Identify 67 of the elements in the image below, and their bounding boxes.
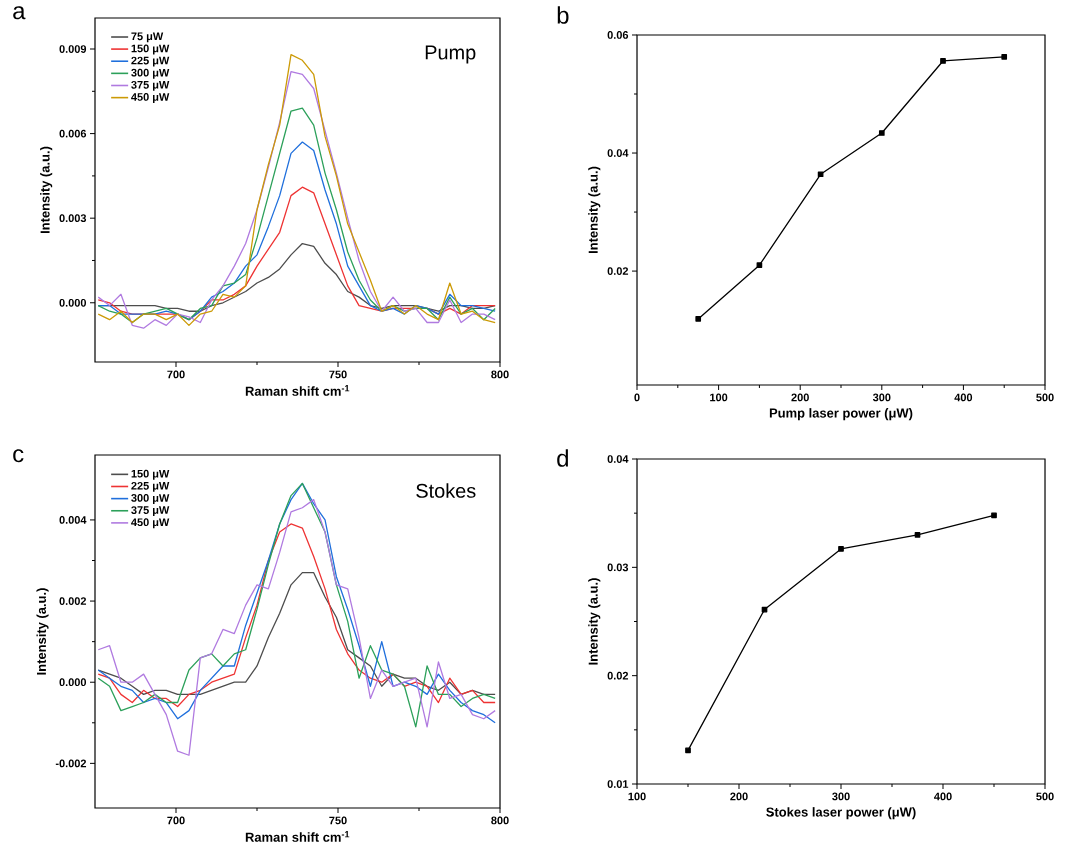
legend-label: 300 μW	[131, 68, 170, 79]
point	[756, 262, 763, 269]
y-tick-label: 0.04	[607, 455, 629, 463]
x-tick-label: 800	[491, 816, 509, 825]
x-axis-title: Pump laser power (μW)	[769, 408, 913, 421]
y-tick-label: 0.000	[59, 678, 87, 687]
x-tick-label: 300	[832, 792, 850, 801]
x-tick-label: 700	[167, 816, 185, 825]
y-tick-label: 0.02	[607, 671, 629, 680]
legend-label: 225 μW	[131, 56, 170, 67]
chart-title: d	[557, 449, 568, 467]
chart-title: c	[13, 449, 24, 463]
annotation: Stokes	[416, 483, 476, 498]
x-tick-label: 200	[791, 393, 809, 402]
y-tick-label: 0.000	[59, 298, 87, 307]
legend-label: 375 μW	[131, 506, 170, 517]
x-tick-label: 400	[954, 393, 973, 402]
y-axis-title: Intensity (a.u.)	[40, 146, 53, 234]
point	[991, 512, 997, 519]
legend-label: 450 μW	[131, 518, 170, 529]
x-tick-label: 800	[491, 370, 509, 379]
point	[685, 747, 691, 754]
y-tick-label: 0.006	[59, 129, 87, 138]
x-tick-label: 700	[167, 370, 185, 379]
x-tick-label: 0	[634, 393, 640, 402]
x-tick-label: 750	[329, 370, 347, 379]
y-tick-label: 0.009	[59, 45, 87, 53]
legend-label: 300 μW	[131, 494, 170, 504]
x-tick-label: 750	[329, 816, 347, 825]
y-tick-label: 0.002	[59, 597, 87, 605]
x-tick-label: 100	[710, 393, 728, 402]
x-axis-title: Stokes laser power (μW)	[766, 807, 916, 820]
y-tick-label: 0.06	[607, 31, 629, 39]
legend-label: 375 μW	[131, 80, 170, 91]
legend-label: 450 μW	[131, 93, 170, 103]
y-axis-title: Intensity (a.u.)	[588, 578, 601, 665]
annotation: Pump	[425, 45, 476, 64]
point	[914, 531, 921, 538]
x-tick-label: 100	[628, 792, 646, 801]
point	[695, 316, 702, 322]
point	[817, 171, 824, 178]
y-tick-label: 0.02	[607, 267, 629, 275]
x-tick-label: 300	[872, 393, 891, 402]
y-axis-title: Intensity (a.u.)	[36, 588, 49, 675]
y-axis-title: Intensity (a.u.)	[588, 166, 601, 254]
chart-title: a	[13, 6, 26, 20]
legend-label: 150 μW	[131, 469, 170, 480]
y-tick-label: 0.01	[607, 780, 629, 788]
chart-title: b	[557, 6, 569, 24]
legend-label: 225 μW	[131, 481, 170, 492]
x-tick-label: 500	[1036, 792, 1054, 801]
y-tick-label: 0.004	[59, 516, 87, 524]
x-tick-label: 400	[934, 792, 952, 801]
x-axis-title: Raman shift cm$^{-1}$	[245, 385, 350, 396]
x-tick-label: 200	[730, 792, 748, 801]
point	[878, 130, 885, 136]
y-tick-label: 0.04	[607, 149, 629, 157]
y-tick-label: 0.003	[59, 214, 87, 223]
point	[940, 58, 946, 64]
point	[838, 546, 844, 552]
x-tick-label: 500	[1036, 393, 1054, 402]
legend-label: 75 μW	[131, 32, 164, 43]
y-tick-label: 0.03	[607, 563, 629, 572]
y-tick-label: -0.002	[55, 759, 87, 768]
legend-label: 150 μW	[131, 44, 170, 55]
point	[1001, 53, 1008, 60]
x-axis-title: Raman shift cm$^{-1}$	[245, 831, 350, 842]
